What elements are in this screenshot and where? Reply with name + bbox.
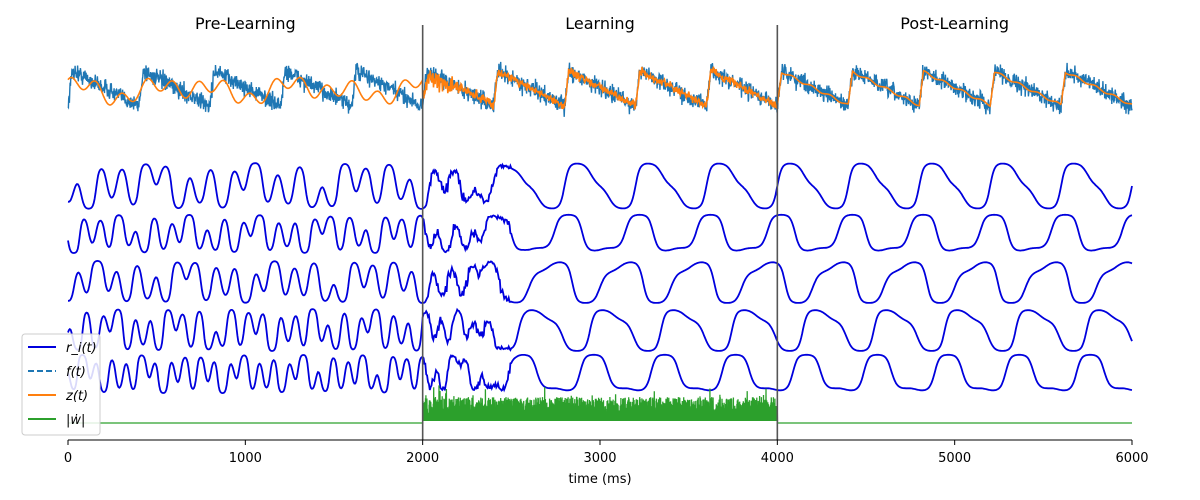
series-r-neuron-2 — [67, 213, 1133, 254]
legend-box — [21, 333, 101, 436]
series-r-neuron-1 — [67, 162, 1133, 210]
legend-label-2: f(t) — [66, 365, 86, 380]
phase-title-3: Post-Learning — [900, 14, 1009, 33]
legend-label-3: z(t) — [65, 389, 88, 404]
x-tick-label-2: 2000 — [406, 451, 439, 466]
series-r-neuron-4 — [67, 307, 1133, 352]
x-axis-label: time (ms) — [568, 472, 631, 487]
series-r-neuron-3 — [68, 259, 1133, 304]
phase-titles: Pre-Learning Learning Post-Learning — [195, 14, 1009, 33]
series-w-dot — [68, 385, 1132, 424]
x-tick-label-3: 3000 — [583, 451, 616, 466]
phase-dividers — [421, 25, 779, 440]
x-axis: 0 1000 2000 3000 4000 5000 6000 — [64, 439, 1149, 466]
legend: r_i(t) f(t) z(t) |ẇ| — [21, 333, 101, 436]
traces — [67, 61, 1133, 424]
x-tick-label-6: 6000 — [1115, 451, 1148, 466]
phase-title-2: Learning — [565, 14, 634, 33]
x-tick-label-5: 5000 — [938, 451, 971, 466]
series-z-output — [67, 66, 1133, 110]
x-tick-label-1: 1000 — [229, 451, 262, 466]
x-tick-label-4: 4000 — [761, 451, 794, 466]
x-tick-label-0: 0 — [64, 451, 72, 466]
phase-title-1: Pre-Learning — [195, 14, 296, 33]
series-r-neuron-5 — [67, 353, 1133, 395]
legend-label-4: |ẇ| — [66, 413, 85, 428]
legend-label-1: r_i(t) — [66, 341, 97, 356]
series-f-target — [67, 61, 1133, 117]
